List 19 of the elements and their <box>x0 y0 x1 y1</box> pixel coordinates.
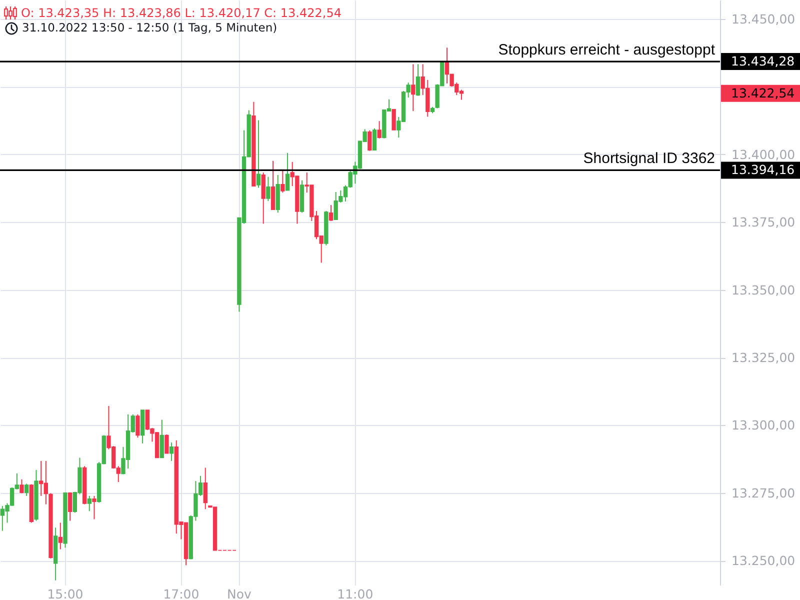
ref-line-label: Stoppkurs erreicht - ausgestoppt <box>498 42 716 59</box>
x-tick-label: 15:00 <box>47 586 84 600</box>
y-tick-label: 13.450,00 <box>732 11 796 26</box>
x-tick-label: 17:00 <box>163 586 200 600</box>
y-tick-label: 13.375,00 <box>732 214 796 230</box>
y-tick-label: 13.434,28 <box>731 54 795 69</box>
y-tick-label: 13.422,54 <box>731 85 795 100</box>
y-tick-label: 13.325,00 <box>732 350 796 365</box>
y-tick-label: 13.400,00 <box>732 146 796 162</box>
text: O: 13.423,35 H: 13.423,86 L: 13.420,17 C: 13.422,54 <box>21 6 342 20</box>
x-tick-label: Nov <box>226 586 252 600</box>
y-tick-label: 13.394,16 <box>731 162 795 178</box>
y-tick-label: 13.250,00 <box>732 553 796 568</box>
x-tick-label: 11:00 <box>337 586 374 600</box>
y-tick-label: 13.275,00 <box>732 485 796 500</box>
ref-line-label: Shortsignal ID 3362 <box>583 150 715 168</box>
y-tick-label: 13.300,00 <box>732 418 796 433</box>
y-tick-label: 13.350,00 <box>732 282 796 298</box>
text: 31.10.2022 13:50 - 12:50 (1 Tag, 5 Minuten) <box>22 20 278 34</box>
